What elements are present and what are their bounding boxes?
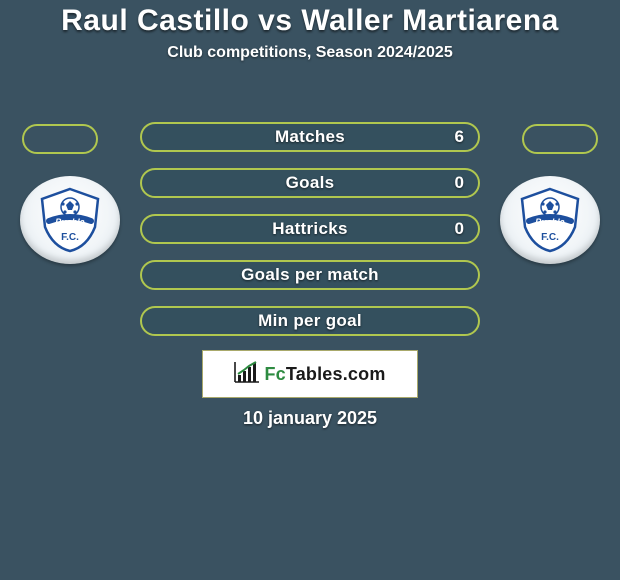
svg-text:Puebla: Puebla xyxy=(535,217,565,227)
brand-prefix: Fc xyxy=(264,364,285,384)
stat-label: Goals xyxy=(286,173,335,193)
infographic-root: Raul Castillo vs Waller Martiarena Club … xyxy=(0,0,620,580)
club-badge-left: Puebla F.C. xyxy=(20,176,120,264)
subtitle: Club competitions, Season 2024/2025 xyxy=(0,44,620,62)
brand-chart-icon xyxy=(234,361,260,388)
player-right-pill xyxy=(522,124,598,154)
stats-panel: Matches 6 Goals 0 Hattricks 0 Goals per match M… xyxy=(140,122,480,352)
stat-value: 0 xyxy=(455,219,464,239)
stat-label: Min per goal xyxy=(258,311,362,331)
date-text: 10 january 2025 xyxy=(0,408,620,429)
svg-text:Puebla: Puebla xyxy=(55,217,85,227)
stat-value: 6 xyxy=(455,127,464,147)
stat-row: Matches 6 xyxy=(140,122,480,152)
player-left-pill xyxy=(22,124,98,154)
svg-text:F.C.: F.C. xyxy=(61,232,79,243)
stat-label: Hattricks xyxy=(272,219,347,239)
svg-text:F.C.: F.C. xyxy=(541,232,559,243)
stat-row: Goals per match xyxy=(140,260,480,290)
brand-suffix: Tables.com xyxy=(286,364,386,384)
stat-value: 0 xyxy=(455,173,464,193)
club-badge-right: Puebla F.C. xyxy=(500,176,600,264)
brand-box: FcTables.com xyxy=(202,350,418,398)
stat-row: Min per goal xyxy=(140,306,480,336)
stat-label: Matches xyxy=(275,127,345,147)
page-title: Raul Castillo vs Waller Martiarena xyxy=(0,4,620,38)
brand-text: FcTables.com xyxy=(264,364,385,385)
stat-label: Goals per match xyxy=(241,265,379,285)
stat-row: Hattricks 0 xyxy=(140,214,480,244)
stat-row: Goals 0 xyxy=(140,168,480,198)
